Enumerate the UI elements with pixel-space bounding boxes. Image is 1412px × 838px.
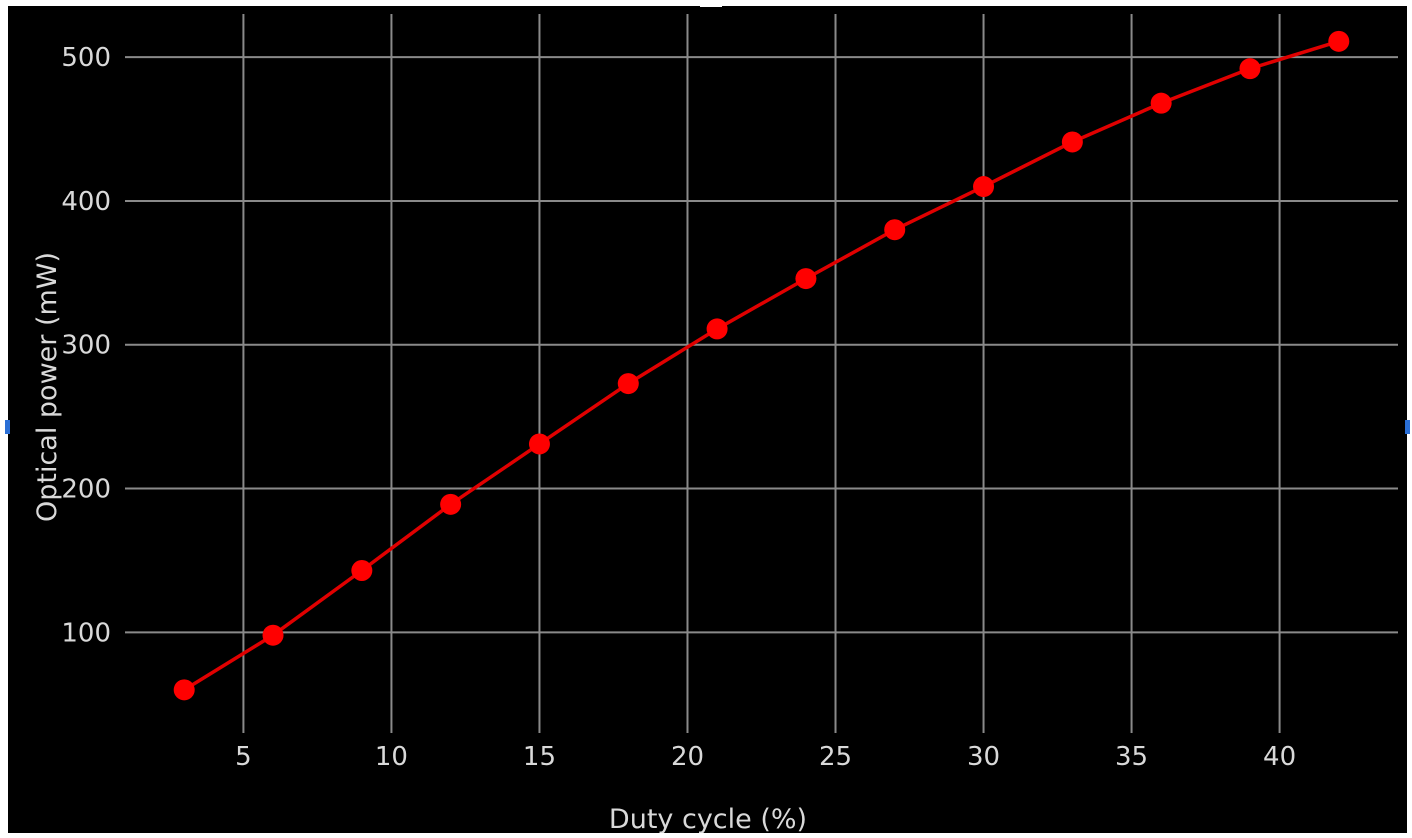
data-point xyxy=(884,219,906,241)
data-point xyxy=(617,373,639,395)
x-tick-label: 5 xyxy=(235,742,252,772)
x-tick-labels: 5 10 15 20 25 30 35 40 xyxy=(235,742,1296,772)
y-tick-label: 400 xyxy=(61,187,111,217)
y-tick-label: 300 xyxy=(61,331,111,361)
window-notch xyxy=(700,0,722,7)
y-tick-label: 500 xyxy=(61,43,111,73)
data-point xyxy=(1239,58,1261,80)
x-tick-label: 40 xyxy=(1263,742,1296,772)
data-point xyxy=(706,318,728,340)
x-axis-label: Duty cycle (%) xyxy=(609,804,807,833)
data-point xyxy=(173,679,195,701)
left-resize-handle[interactable] xyxy=(5,420,10,434)
data-point xyxy=(1061,131,1083,153)
series-line xyxy=(183,39,1340,692)
x-tick-label: 25 xyxy=(819,742,852,772)
y-tick-label: 200 xyxy=(61,475,111,505)
chart: 5 10 15 20 25 30 35 40 100 200 300 400 500 Duty cyc… xyxy=(32,14,1398,835)
series xyxy=(173,30,1350,701)
data-point xyxy=(1328,30,1350,52)
x-grid xyxy=(242,14,1281,733)
y-grid xyxy=(125,56,1398,634)
right-resize-handle[interactable] xyxy=(1405,420,1410,434)
data-point xyxy=(1150,92,1172,114)
data-point xyxy=(528,433,550,455)
data-point xyxy=(262,624,284,646)
data-point xyxy=(973,176,995,198)
y-axis-label: Optical power (mW) xyxy=(32,252,63,522)
data-point xyxy=(440,493,462,515)
data-point xyxy=(795,268,817,290)
y-tick-label: 100 xyxy=(61,618,111,648)
y-tick-labels: 100 200 300 400 500 xyxy=(61,43,111,648)
x-tick-label: 35 xyxy=(1115,742,1148,772)
x-tick-label: 10 xyxy=(375,742,408,772)
x-tick-label: 15 xyxy=(523,742,556,772)
x-tick-label: 30 xyxy=(967,742,1000,772)
x-tick-label: 20 xyxy=(671,742,704,772)
data-point xyxy=(351,560,373,582)
chart-frame: 5 10 15 20 25 30 35 40 100 200 300 400 500 Duty cyc… xyxy=(8,6,1407,835)
